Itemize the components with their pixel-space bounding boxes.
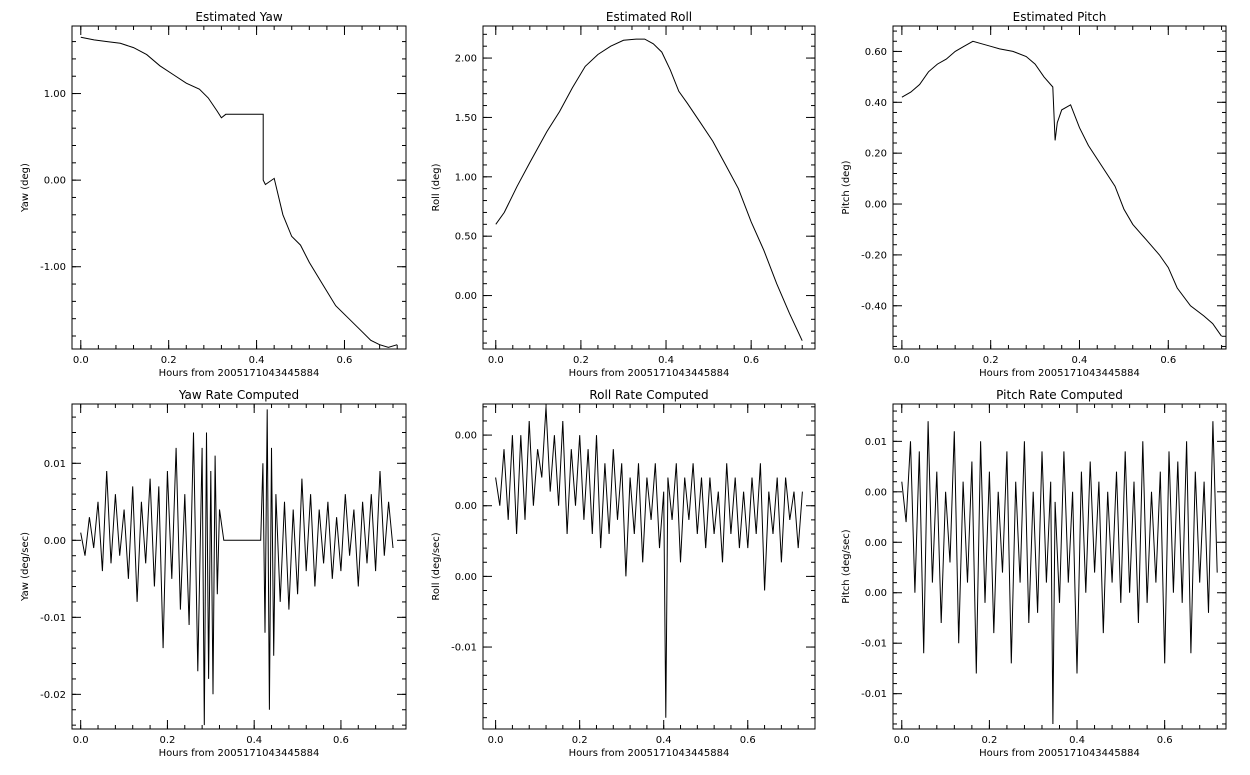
x-tick-label: 0.4 [246,735,262,746]
x-tick-label: 0.0 [894,355,910,366]
y-tick-label: 0.00 [44,176,66,187]
chart-title: Pitch Rate Computed [996,388,1123,402]
x-axis-label: Hours from 2005171043445884 [979,368,1140,379]
y-tick-label: 0.01 [44,459,66,470]
y-tick-label: 0.20 [865,149,887,160]
x-tick-label: 0.4 [656,735,672,746]
plot-frame [71,403,407,730]
chart-title: Estimated Roll [606,10,692,24]
x-tick-label: 0.4 [1069,735,1085,746]
y-tick-label: -0.01 [861,639,887,650]
y-tick-label: -0.20 [861,250,887,261]
y-tick-label: 0.01 [865,437,887,448]
x-tick-label: 0.6 [1160,355,1176,366]
chart-title: Roll Rate Computed [589,388,708,402]
x-tick-label: 0.2 [573,355,589,366]
x-tick-label: 0.0 [73,355,89,366]
y-tick-label: 0.60 [865,47,887,58]
x-tick-label: 0.0 [488,735,504,746]
series-line [495,38,803,341]
y-tick-label: -0.40 [861,301,887,312]
y-axis-label: Roll (deg) [431,163,442,211]
y-tick-label: -0.02 [40,690,66,701]
x-tick-label: 0.4 [658,355,674,366]
y-tick-label: 1.00 [455,172,477,183]
x-axis-label: Hours from 2005171043445884 [979,748,1140,759]
panel-pitch-rate-computed: Pitch Rate Computed Hours from 200517104… [841,388,1227,759]
panel-roll-rate-computed: Roll Rate Computed Hours from 2005171043… [431,388,816,759]
y-tick-label: 0.40 [865,98,887,109]
y-axis-label: Pitch (deg) [841,160,852,214]
x-tick-label: 0.0 [73,735,89,746]
y-tick-label: 0.00 [455,431,477,442]
x-tick-label: 0.2 [983,355,999,366]
x-tick-label: 0.4 [249,355,265,366]
y-tick-label: 0.50 [455,232,477,243]
panel-estimated-roll: Estimated Roll Hours from 20051710434458… [431,10,816,379]
y-tick-label: 0.00 [44,536,66,547]
x-tick-label: 0.0 [488,355,504,366]
y-axis-label: Yaw (deg/sec) [20,532,31,602]
y-tick-label: 0.00 [455,572,477,583]
y-tick-label: 0.00 [865,487,887,498]
panel-estimated-pitch: Estimated Pitch Hours from 2005171043445… [841,10,1227,379]
y-axis-label: Pitch (deg/sec) [841,529,852,604]
panel-estimated-yaw: Estimated Yaw Hours from 200517104344588… [20,10,407,379]
y-tick-label: -0.01 [451,643,477,654]
x-tick-label: 0.6 [740,735,756,746]
x-tick-label: 0.6 [333,735,349,746]
y-tick-label: -0.01 [861,689,887,700]
chart-title: Yaw Rate Computed [178,388,299,402]
x-tick-label: 0.0 [894,735,910,746]
plot-frame [482,403,816,730]
series-line [495,406,803,718]
series-line [901,40,1223,337]
y-axis-label: Roll (deg/sec) [431,532,442,600]
x-tick-label: 0.4 [1072,355,1088,366]
x-tick-label: 0.6 [743,355,759,366]
series-line [80,36,398,348]
y-tick-label: 1.50 [455,113,477,124]
series-line [80,409,394,726]
plot-frame [892,25,1227,350]
x-axis-label: Hours from 2005171043445884 [159,748,320,759]
x-tick-label: 0.2 [159,735,175,746]
y-tick-label: -0.01 [40,613,66,624]
x-axis-label: Hours from 2005171043445884 [569,748,730,759]
x-tick-label: 0.6 [1157,735,1173,746]
chart-title: Estimated Pitch [1013,10,1107,24]
x-axis-label: Hours from 2005171043445884 [159,368,320,379]
x-tick-label: 0.2 [572,735,588,746]
x-tick-label: 0.2 [981,735,997,746]
y-tick-label: 0.00 [865,588,887,599]
y-axis-label: Yaw (deg) [20,163,31,213]
y-tick-label: 0.00 [455,291,477,302]
x-tick-label: 0.2 [161,355,177,366]
panel-yaw-rate-computed: Yaw Rate Computed Hours from 20051710434… [20,388,407,759]
y-tick-label: 2.00 [455,54,477,65]
series-line [901,421,1218,725]
x-axis-label: Hours from 2005171043445884 [569,368,730,379]
y-tick-label: 1.00 [44,89,66,100]
x-tick-label: 0.6 [337,355,353,366]
chart-title: Estimated Yaw [195,10,282,24]
y-tick-label: 0.00 [865,538,887,549]
y-tick-label: 0.00 [455,501,477,512]
y-tick-label: 0.00 [865,200,887,211]
y-tick-label: -1.00 [40,262,66,273]
